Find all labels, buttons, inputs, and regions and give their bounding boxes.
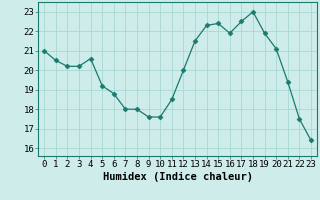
X-axis label: Humidex (Indice chaleur): Humidex (Indice chaleur) [103, 172, 252, 182]
